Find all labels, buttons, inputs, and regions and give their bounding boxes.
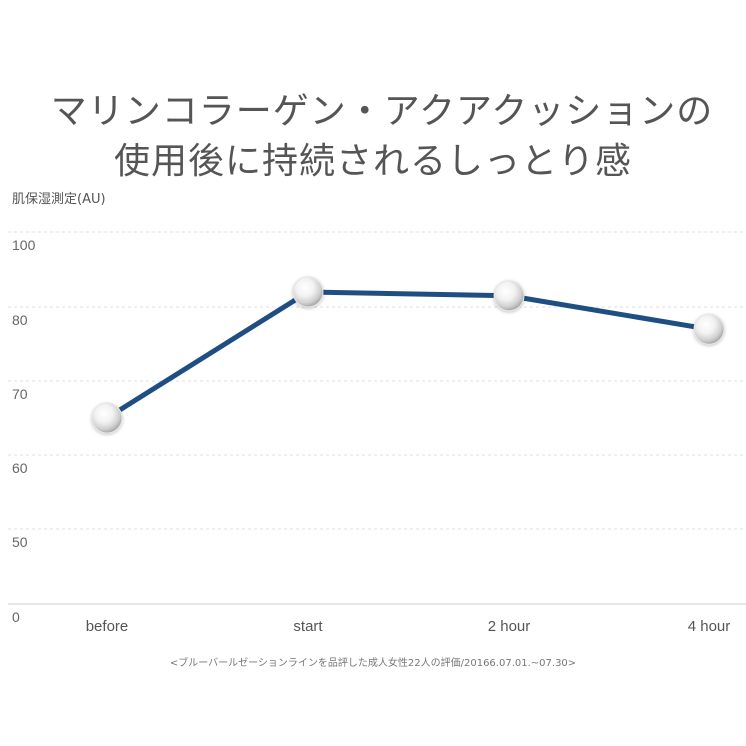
data-point-before — [91, 402, 123, 434]
data-point-start — [292, 276, 324, 308]
y-tick-label: 60 — [12, 460, 28, 476]
data-point-4-hour — [693, 313, 725, 345]
data-point-2-hour — [493, 280, 525, 312]
chart-title-line2: 使用後に持続されるしっとり感 — [113, 141, 632, 182]
x-tick-label: 2 hour — [488, 618, 531, 635]
y-tick-label: 70 — [12, 386, 28, 402]
footnote: <ブルーバールゼーションラインを品評した成人女性22人の評価/20166.07.… — [169, 658, 577, 669]
y-tick-label: 0 — [12, 609, 20, 625]
y-tick-label: 100 — [12, 237, 36, 253]
y-axis-label: 肌保湿測定(AU) — [12, 192, 106, 207]
series-line — [105, 289, 710, 421]
y-tick-label: 50 — [12, 534, 28, 550]
y-tick-label: 80 — [12, 312, 28, 328]
chart-title-line1: マリンコラーゲン・アクアクッションの — [50, 91, 714, 132]
x-tick-label: before — [86, 618, 129, 635]
x-tick-label: 4 hour — [688, 618, 731, 635]
x-tick-label: start — [293, 618, 323, 635]
